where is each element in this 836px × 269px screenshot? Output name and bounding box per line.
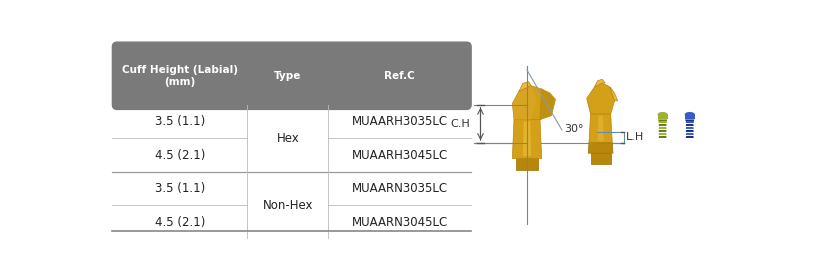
Text: 4.5 (2.1): 4.5 (2.1) (155, 148, 205, 162)
Polygon shape (685, 133, 693, 135)
Ellipse shape (684, 112, 694, 117)
Polygon shape (658, 136, 665, 138)
Polygon shape (658, 133, 665, 135)
Text: Non-Hex: Non-Hex (263, 199, 313, 212)
Polygon shape (522, 121, 530, 156)
Polygon shape (589, 114, 611, 142)
Polygon shape (685, 121, 693, 123)
Polygon shape (512, 86, 549, 120)
Polygon shape (539, 89, 555, 120)
Polygon shape (597, 115, 603, 141)
Text: Ref.C: Ref.C (384, 71, 415, 81)
Text: 3.5 (1.1): 3.5 (1.1) (155, 115, 205, 128)
Text: Cuff Height (Labial)
(mm): Cuff Height (Labial) (mm) (122, 65, 237, 87)
Polygon shape (685, 119, 693, 123)
Text: Type: Type (274, 71, 301, 81)
Polygon shape (586, 83, 614, 114)
Text: MUAARH3045LC: MUAARH3045LC (351, 148, 447, 162)
Polygon shape (518, 82, 530, 91)
Polygon shape (684, 114, 694, 119)
Text: 4.5 (2.1): 4.5 (2.1) (155, 216, 205, 229)
Polygon shape (658, 130, 665, 132)
Polygon shape (658, 124, 665, 126)
Polygon shape (685, 130, 693, 132)
Polygon shape (685, 127, 693, 129)
Bar (112, 105, 471, 231)
Polygon shape (685, 136, 693, 138)
Polygon shape (512, 86, 536, 120)
Text: Hex: Hex (276, 132, 299, 145)
Polygon shape (590, 153, 610, 164)
Polygon shape (657, 119, 666, 123)
Ellipse shape (657, 112, 667, 117)
Polygon shape (512, 120, 541, 158)
Polygon shape (609, 87, 617, 101)
Text: MUAARH3035LC: MUAARH3035LC (351, 115, 447, 128)
Polygon shape (685, 124, 693, 126)
Text: L.H: L.H (625, 132, 644, 142)
FancyBboxPatch shape (112, 42, 471, 109)
Polygon shape (588, 142, 612, 153)
Text: C.H: C.H (450, 119, 469, 129)
Text: MUAARN3045LC: MUAARN3045LC (351, 216, 447, 229)
Polygon shape (658, 127, 665, 129)
Polygon shape (658, 121, 665, 123)
Text: 30°: 30° (563, 124, 583, 134)
Polygon shape (657, 114, 667, 119)
Text: 3.5 (1.1): 3.5 (1.1) (155, 182, 205, 195)
Text: MUAARN3035LC: MUAARN3035LC (351, 182, 447, 195)
Polygon shape (594, 79, 604, 87)
Polygon shape (515, 158, 538, 170)
